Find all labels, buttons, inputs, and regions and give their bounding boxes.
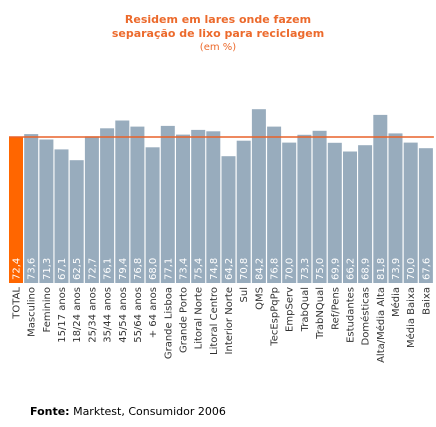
value-labels-group: 72,4 73,6 71,3 67,1 62,5 72,7 76,1 79,4 76,8 68,0… <box>12 258 433 280</box>
category-label-9: + 64 anos <box>148 287 159 338</box>
category-label-23: Domésticas <box>360 287 372 345</box>
bar-2 <box>39 139 54 283</box>
chart-title-line-1: Residem em lares onde fazem <box>124 13 312 26</box>
category-label-4: 18/24 anos <box>72 287 83 343</box>
category-label-20: TrabNQual <box>315 287 326 340</box>
category-label-19: TrabQual <box>300 287 311 332</box>
value-label-20: 75,0 <box>315 258 326 280</box>
bar-12 <box>191 129 206 283</box>
category-label-3: 15/17 anos <box>57 287 68 343</box>
value-label-24: 81,8 <box>376 258 387 280</box>
source-label: Fonte: <box>30 405 70 418</box>
bar-8 <box>130 126 145 283</box>
category-label-22: Estudantes <box>346 287 357 343</box>
value-label-27: 67,6 <box>421 258 432 280</box>
bar-27 <box>418 148 433 283</box>
bar-24 <box>373 114 388 284</box>
value-label-23: 68,9 <box>361 258 372 280</box>
value-label-22: 66,2 <box>346 258 357 280</box>
bar-22 <box>343 151 357 283</box>
value-label-26: 70,0 <box>406 258 417 280</box>
value-label-11: 73,4 <box>179 258 190 280</box>
bar-21 <box>327 142 342 283</box>
category-label-5: 25/34 anos <box>87 287 98 343</box>
category-label-15: Sul <box>239 287 250 302</box>
chart-title-line-2: separação de lixo para reciclagem <box>111 27 325 40</box>
category-label-6: 35/44 anos <box>103 287 114 343</box>
bar-6 <box>100 128 115 283</box>
value-label-6: 76,1 <box>103 258 114 280</box>
value-label-13: 74,8 <box>209 258 220 280</box>
value-label-18: 70,0 <box>285 258 296 280</box>
category-label-7: 45/54 anos <box>118 287 129 343</box>
bar-3 <box>54 149 69 283</box>
category-label-18: EmpServ <box>285 287 296 332</box>
bar-0 <box>9 137 23 283</box>
bar-26 <box>403 142 418 283</box>
bar-5 <box>84 136 99 283</box>
bar-20 <box>312 130 327 283</box>
category-label-21: Ref/Pens <box>330 287 341 330</box>
bar-1 <box>24 134 39 283</box>
value-label-25: 73,9 <box>391 258 402 280</box>
value-label-4: 62,5 <box>72 258 83 280</box>
bar-10 <box>160 125 175 284</box>
category-label-24: Alta/Média Alta <box>375 287 387 363</box>
value-label-14: 64,2 <box>224 258 235 280</box>
bar-14 <box>221 156 236 283</box>
source-text: Marktest, Consumidor 2006 <box>73 405 226 418</box>
value-label-3: 67,1 <box>57 258 68 280</box>
bars-group <box>9 109 433 284</box>
category-label-0: TOTAL <box>12 287 23 320</box>
category-label-11: Grande Porto <box>179 287 190 353</box>
value-label-7: 79,4 <box>118 258 129 280</box>
category-label-14: Interior Norte <box>224 287 235 354</box>
bar-25 <box>388 133 403 283</box>
category-label-10: Grande Lisboa <box>163 287 174 359</box>
category-label-8: 55/64 anos <box>133 287 144 343</box>
value-label-15: 70,8 <box>239 258 250 280</box>
bar-7 <box>115 120 130 283</box>
category-label-16: QMS <box>254 287 265 310</box>
value-label-12: 75,4 <box>194 258 205 280</box>
category-label-1: Masculino <box>27 287 38 337</box>
value-label-21: 69,9 <box>330 258 341 280</box>
bar-16 <box>251 109 266 283</box>
category-labels-group: TOTAL Masculino Feminino 15/17 anos 18/24 an… <box>12 287 433 363</box>
bar-18 <box>282 142 297 283</box>
value-label-10: 77,1 <box>163 258 174 280</box>
bar-11 <box>176 134 190 283</box>
bar-19 <box>297 134 312 283</box>
category-label-26: Média Baixa <box>405 287 417 348</box>
value-label-1: 73,6 <box>27 258 38 280</box>
category-label-17: TecEspPqPp <box>270 287 281 347</box>
value-label-8: 76,8 <box>133 258 144 280</box>
category-label-13: Litoral Centro <box>209 287 220 355</box>
bar-13 <box>206 131 221 283</box>
bar-23 <box>358 145 373 283</box>
category-label-27: Baixa <box>421 287 432 315</box>
value-label-2: 71,3 <box>42 258 53 280</box>
value-label-16: 84,2 <box>254 258 265 280</box>
category-label-2: Feminino <box>42 287 53 332</box>
bar-9 <box>145 147 160 283</box>
value-label-19: 73,3 <box>300 258 311 280</box>
category-label-12: Litoral Norte <box>194 287 205 349</box>
value-label-17: 76,8 <box>270 258 281 280</box>
bar-15 <box>236 140 251 283</box>
bar-4 <box>69 160 84 283</box>
chart-title: Residem em lares onde fazem separação de… <box>0 13 436 55</box>
chart-subtitle: (em %) <box>199 42 237 53</box>
bar-chart: 72,4 73,6 71,3 67,1 62,5 72,7 76,1 79,4 76,8 68,0… <box>9 109 434 363</box>
category-label-25: Média <box>390 287 402 317</box>
bar-17 <box>267 126 282 283</box>
value-label-0: 72,4 <box>12 258 23 280</box>
value-label-9: 68,0 <box>148 258 159 280</box>
source-note: Fonte: Marktest, Consumidor 2006 <box>30 405 226 418</box>
value-label-5: 72,7 <box>87 258 98 280</box>
